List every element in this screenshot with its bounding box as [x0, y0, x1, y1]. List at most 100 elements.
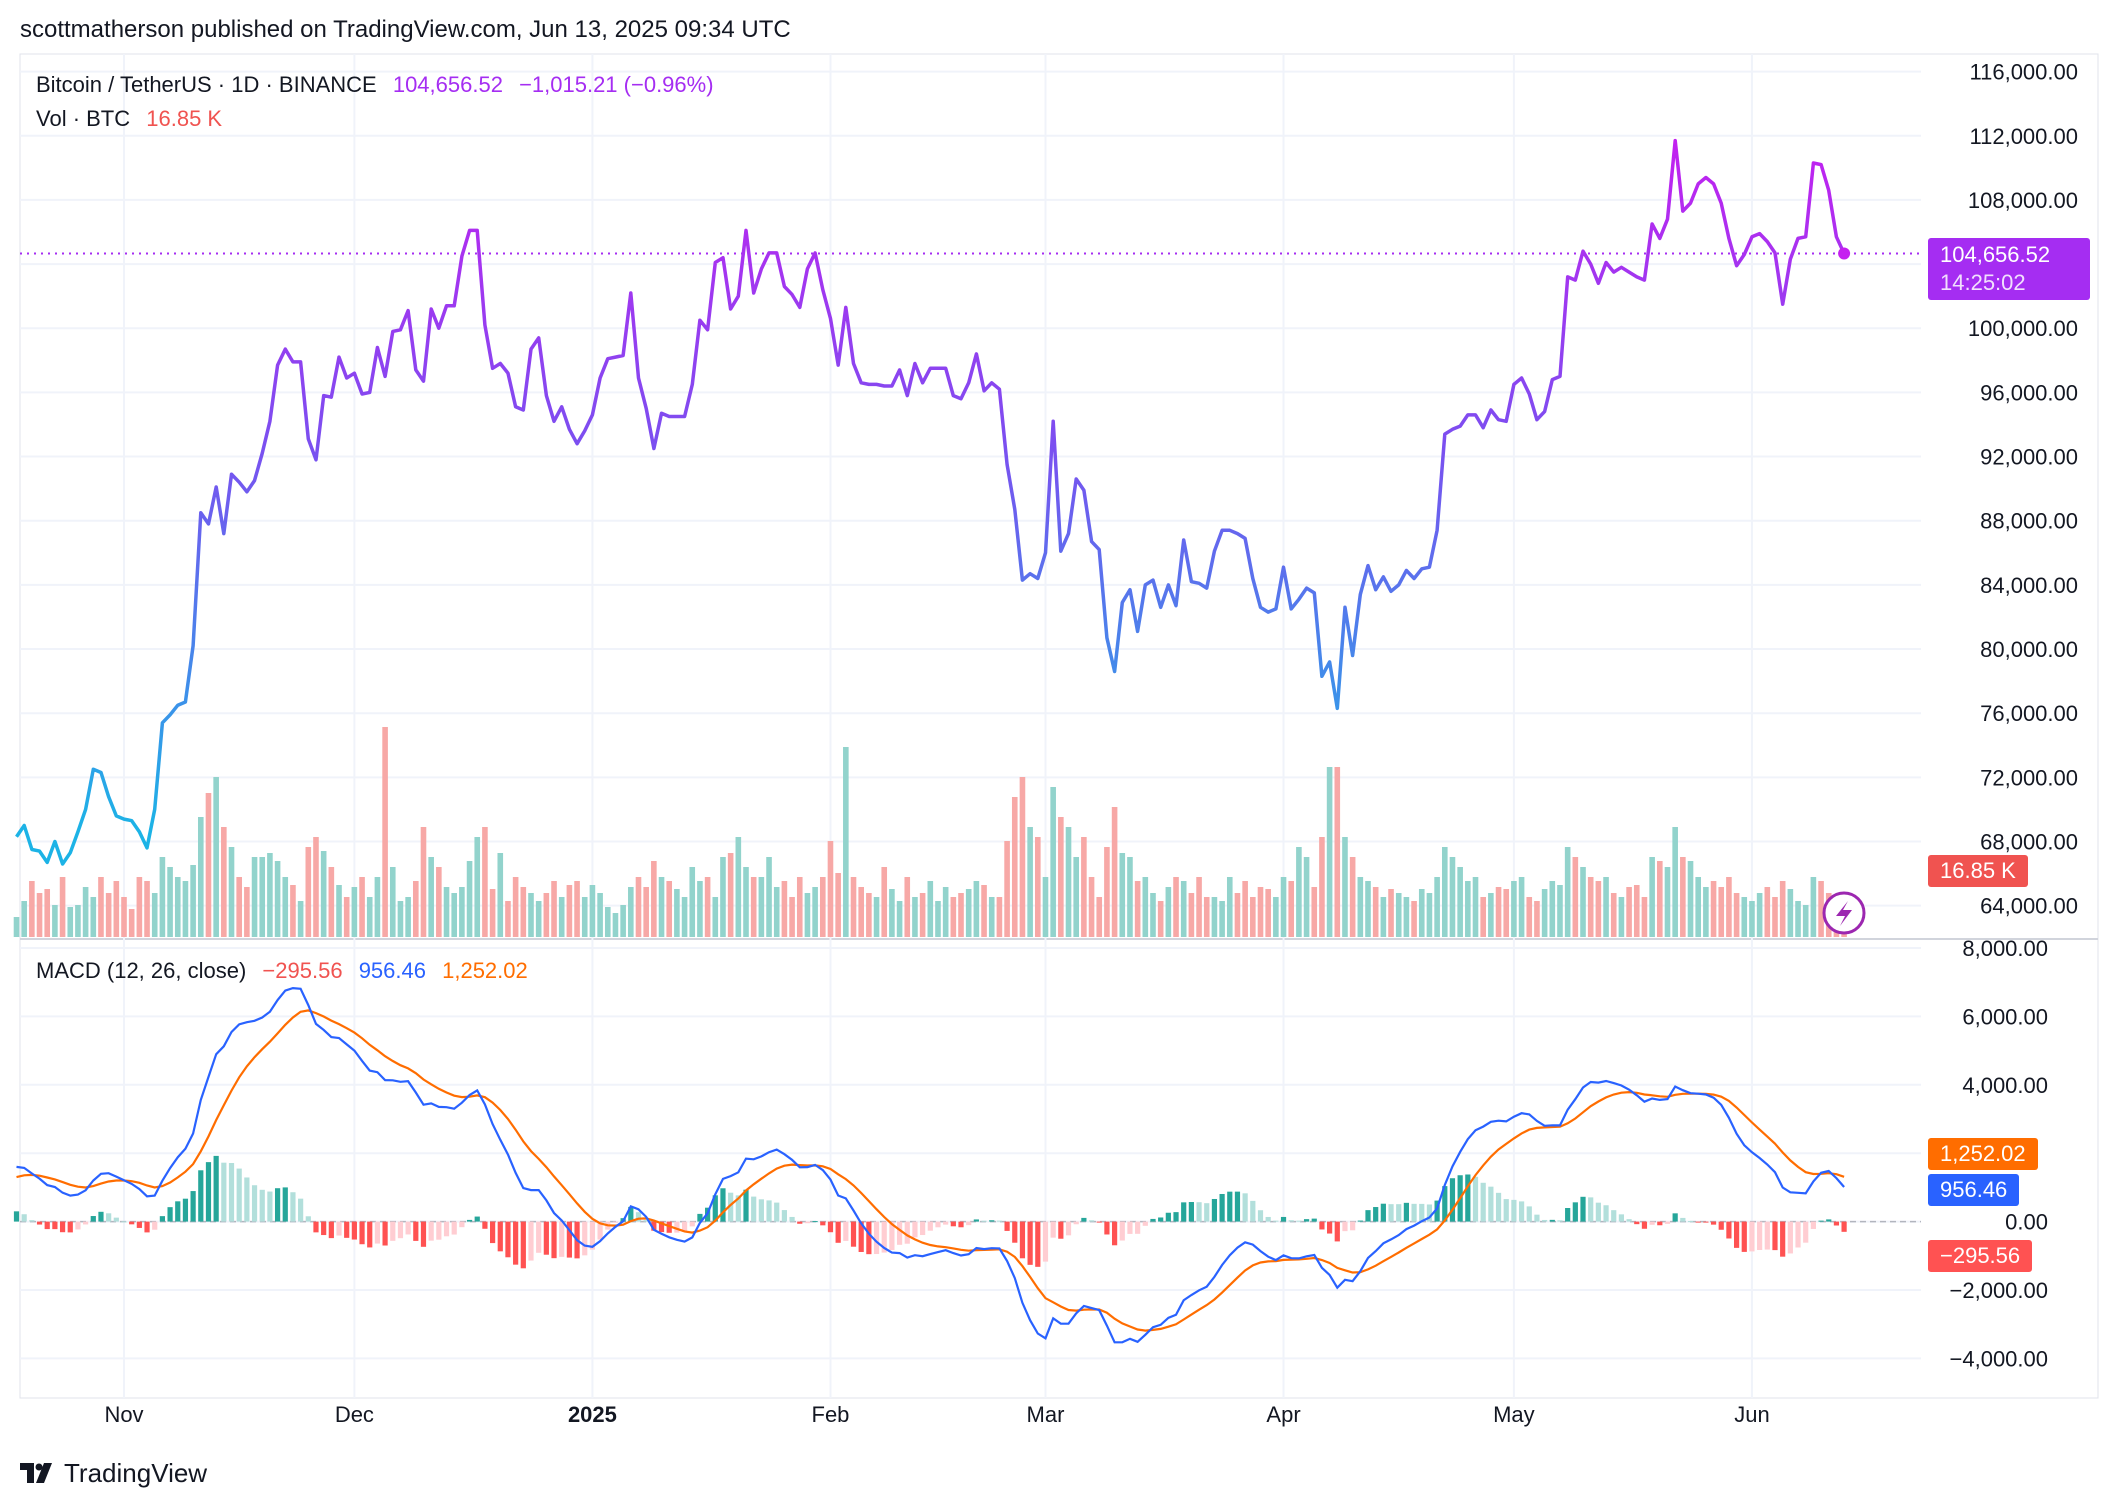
macd-histogram-bar [1096, 1221, 1102, 1223]
volume-bar [597, 893, 603, 937]
macd-histogram-bar [152, 1221, 158, 1230]
lightning-icon[interactable] [1822, 891, 1866, 935]
macd-histogram-bar [290, 1192, 296, 1222]
volume-bar [1173, 877, 1179, 937]
volume-bar [497, 853, 504, 937]
volume-bar [1779, 881, 1786, 937]
tradingview-logo-icon [20, 1462, 52, 1483]
price-tick-label: 72,000.00 [1980, 765, 2078, 790]
volume-bar [44, 889, 51, 937]
tradingview-logo[interactable]: TradingView [20, 1458, 207, 1489]
macd-histogram-bar [1818, 1220, 1824, 1222]
volume-bar [313, 837, 319, 937]
price-line [15, 138, 1846, 866]
volume-bar [1296, 847, 1302, 937]
volume-bar [604, 907, 611, 937]
macd-histogram-bar [1196, 1202, 1202, 1222]
volume-bar [82, 887, 89, 937]
macd-histogram-bar [1757, 1221, 1763, 1250]
volume-bar [151, 893, 158, 937]
macd-histogram-bar [90, 1216, 96, 1222]
macd-histogram-bar [1611, 1210, 1617, 1222]
macd-histogram-bar [1073, 1221, 1079, 1225]
macd-histogram-bar [935, 1221, 941, 1228]
volume-bar [735, 837, 742, 937]
volume-bar [1618, 897, 1625, 937]
macd-histogram-bar [1480, 1182, 1486, 1222]
price-tick-label: 88,000.00 [1980, 509, 2078, 534]
macd-histogram-bar [1204, 1203, 1210, 1222]
macd-histogram-bar [1396, 1204, 1402, 1222]
volume-bar [1672, 827, 1678, 937]
macd-histogram-bar [1710, 1221, 1717, 1225]
volume-bar [981, 885, 987, 937]
volume-bar [213, 777, 219, 937]
macd-histogram-bar [1618, 1214, 1625, 1222]
volume-bar [620, 905, 626, 937]
macd-histogram-bar [1803, 1221, 1809, 1243]
volume-bar [121, 897, 127, 937]
macd-histogram-bar [1273, 1220, 1279, 1222]
price-tick-label: 84,000.00 [1980, 573, 2078, 598]
volume-bar [958, 893, 964, 937]
volume-legend[interactable]: Vol · BTC 16.85 K [36, 106, 222, 132]
volume-bar [927, 881, 934, 937]
volume-bar [1534, 901, 1540, 937]
volume-bar [221, 827, 227, 937]
macd-histogram-bar [1557, 1220, 1563, 1222]
macd-histogram-bar [1626, 1219, 1632, 1222]
macd-histogram-bar [1603, 1205, 1609, 1222]
volume-bar [1372, 887, 1379, 937]
macd-histogram-bar [528, 1221, 534, 1261]
volume-bar [336, 885, 342, 937]
volume-bar [1687, 861, 1694, 937]
volume-bar [850, 877, 857, 937]
macd-histogram-bar [198, 1170, 204, 1222]
volume-bar [105, 893, 112, 937]
volume-bar [1810, 877, 1817, 937]
macd-histogram-bar [866, 1221, 872, 1255]
macd-histogram-bar [1695, 1221, 1701, 1223]
volume-bar [520, 887, 527, 937]
symbol-legend[interactable]: Bitcoin / TetherUS · 1D · BINANCE 104,65… [36, 72, 714, 98]
macd-histogram-bar [244, 1177, 250, 1222]
macd-histogram-bar [1242, 1193, 1248, 1222]
macd-histogram-bar [106, 1213, 112, 1222]
volume-bar [1733, 893, 1740, 937]
macd-histogram-bar [996, 1220, 1003, 1222]
macd-histogram-bar [989, 1220, 995, 1222]
price-tick-label: 108,000.00 [1968, 188, 2078, 213]
price-tick-label: 80,000.00 [1980, 637, 2078, 662]
volume-bar [1127, 857, 1133, 937]
time-tick-label: Mar [1027, 1402, 1065, 1427]
volume-bar [159, 857, 166, 937]
macd-histogram-bar [781, 1210, 787, 1222]
macd-histogram-bar [774, 1202, 780, 1222]
volume-bar [904, 877, 911, 937]
volume-bar [1465, 881, 1471, 937]
macd-histogram-bar [1019, 1221, 1026, 1259]
volume-bar [727, 853, 734, 937]
last-price-dot [1838, 247, 1851, 260]
volume-bar [973, 881, 980, 937]
macd-legend[interactable]: MACD (12, 26, close) −295.56 956.46 1,25… [36, 958, 528, 984]
volume-bar [1111, 807, 1118, 937]
macd-histogram-bar [67, 1221, 73, 1233]
volume-bar [443, 887, 450, 937]
volume-bar [935, 901, 941, 937]
volume-bar [1480, 897, 1486, 937]
macd-histogram-bar [482, 1221, 488, 1229]
volume-bar [197, 817, 204, 937]
macd-histogram-bar [1173, 1212, 1179, 1222]
volume-bar [1011, 797, 1018, 937]
volume-bar [1134, 881, 1141, 937]
volume-bar [1081, 837, 1087, 937]
time-tick-label: Apr [1266, 1402, 1300, 1427]
macd-histogram-bar [1119, 1221, 1125, 1241]
macd-histogram-bar [843, 1221, 849, 1241]
volume-bar [674, 889, 680, 937]
volume-bar [1050, 787, 1056, 937]
volume-bar [1311, 887, 1318, 937]
volume-bar [359, 877, 365, 937]
